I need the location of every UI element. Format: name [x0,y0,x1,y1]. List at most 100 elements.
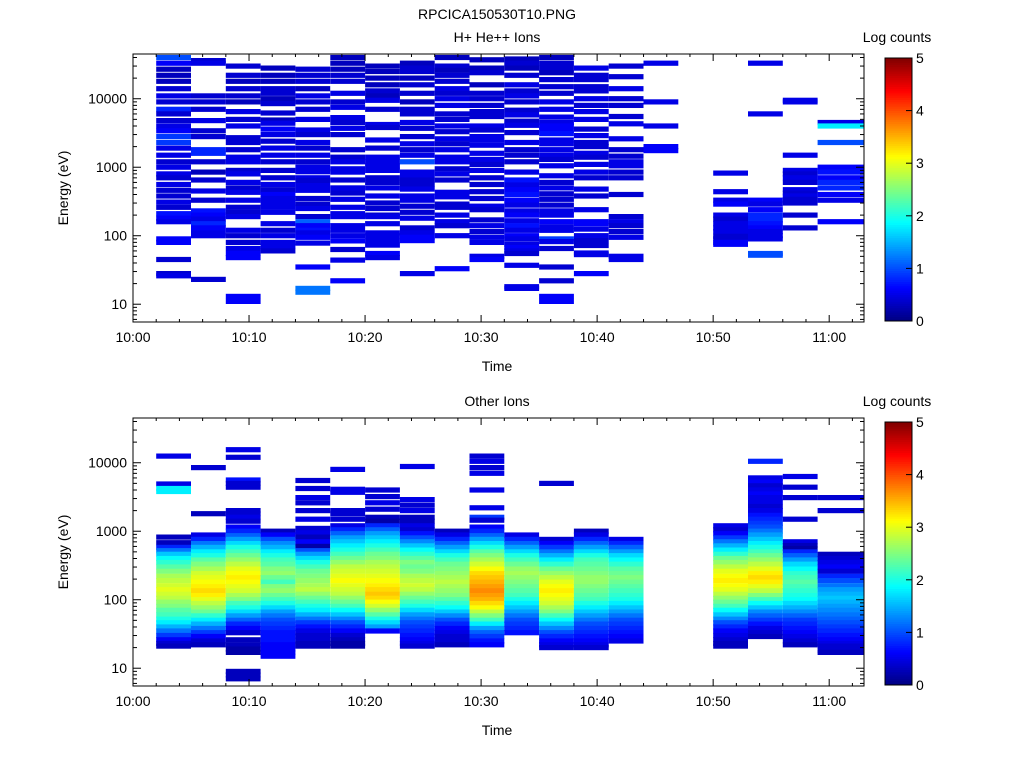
heatmap-cell [225,593,261,599]
heatmap-cell [782,566,818,572]
heatmap-cell [434,633,470,640]
heatmap-cell [434,189,470,195]
heatmap-cell [365,616,400,622]
heatmap-cell [504,182,540,188]
heatmap-cell [156,128,191,134]
colorbar-segment [885,446,912,449]
colorbar-segment [885,104,912,107]
heatmap-cells-h-he [156,54,864,304]
heatmap-cell [365,547,400,553]
colorbar-segment [885,461,912,465]
heatmap-cell [504,541,540,547]
colorbar-segment [885,656,912,660]
heatmap-cell [504,82,540,88]
heatmap-cell [330,190,366,196]
heatmap-cell [469,70,505,76]
heatmap-cell [469,566,505,572]
heatmap-cell [156,612,191,618]
spectrogram-column [782,97,818,231]
heatmap-cell [399,82,435,88]
heatmap-cell [539,561,574,567]
heatmap-cell [156,573,191,579]
heatmap-cell [156,628,191,634]
heatmap-cell [191,571,226,577]
heatmap-cell [156,583,191,589]
heatmap-cell [748,483,783,489]
heatmap-cell [539,544,574,550]
heatmap-cell [504,544,540,550]
colorbar-segment [885,171,912,175]
heatmap-cell [573,621,609,627]
heatmap-cell [156,204,191,210]
heatmap-cell [260,653,296,659]
colorbar-segment [885,176,912,179]
heatmap-cell [748,508,783,514]
heatmap-cell [225,447,261,453]
heatmap-cell [260,571,296,577]
heatmap-cell [225,646,261,652]
heatmap-cell [260,191,296,198]
heatmap-cell [225,171,261,177]
heatmap-cell [330,643,366,649]
heatmap-cell [365,506,400,512]
heatmap-cell [191,609,226,615]
heatmap-cell [365,568,400,574]
heatmap-cell [817,628,864,634]
heatmap-cell [469,593,505,599]
colorbar-tick-label: 1 [916,624,924,640]
heatmap-cell [260,544,296,550]
heatmap-cell [504,169,540,175]
colorbar-tick-label: 3 [916,155,924,171]
heatmap-cell [295,548,331,554]
heatmap-cell [469,458,505,464]
heatmap-cell [539,114,574,120]
heatmap-cell [469,90,505,96]
heatmap-cell [573,645,609,651]
heatmap-cell [817,185,864,191]
heatmap-cell [225,123,261,129]
heatmap-cell [399,75,435,81]
colorbar-segment [885,264,912,267]
colorbar-segment [885,220,912,223]
heatmap-cell [434,613,470,619]
heatmap-cell [504,549,540,555]
heatmap-cell [573,175,609,181]
spectrogram-column [330,466,366,649]
colorbar-segment [885,77,912,81]
heatmap-cell [573,88,609,94]
heatmap-cell [330,535,366,541]
colorbar-segment [885,196,912,199]
heatmap-cell [295,164,331,170]
colorbar-segment [885,516,912,519]
heatmap-cell [156,599,191,605]
colorbar-segment [885,296,912,300]
heatmap-cell [539,609,574,615]
heatmap-cell [434,625,470,632]
heatmap-cell [504,600,540,607]
heatmap-cell [295,624,331,630]
colorbar-segment [885,603,912,607]
heatmap-cell [539,141,574,147]
heatmap-cell [225,93,261,99]
heatmap-cell [504,245,540,251]
heatmap-cell [225,293,261,299]
heatmap-cell [434,96,470,102]
heatmap-cell [399,568,435,574]
heatmap-cell [156,453,191,459]
colorbar-label-other: Log counts [863,393,932,409]
heatmap-cell [260,200,296,206]
heatmap-cell [469,181,505,188]
heatmap-cell [817,599,864,605]
heatmap-cell [365,179,400,185]
heatmap-cell [782,99,818,105]
heatmap-cell [399,125,435,131]
heatmap-cell [365,255,400,261]
heatmap-cell [399,497,435,503]
colorbar-segment [885,277,912,280]
heatmap-cell [399,209,435,215]
heatmap-cell [573,84,609,90]
heatmap-cell [225,197,261,203]
heatmap-cell [225,524,261,530]
heatmap-cell [156,485,191,492]
colorbar-segment [885,623,912,627]
